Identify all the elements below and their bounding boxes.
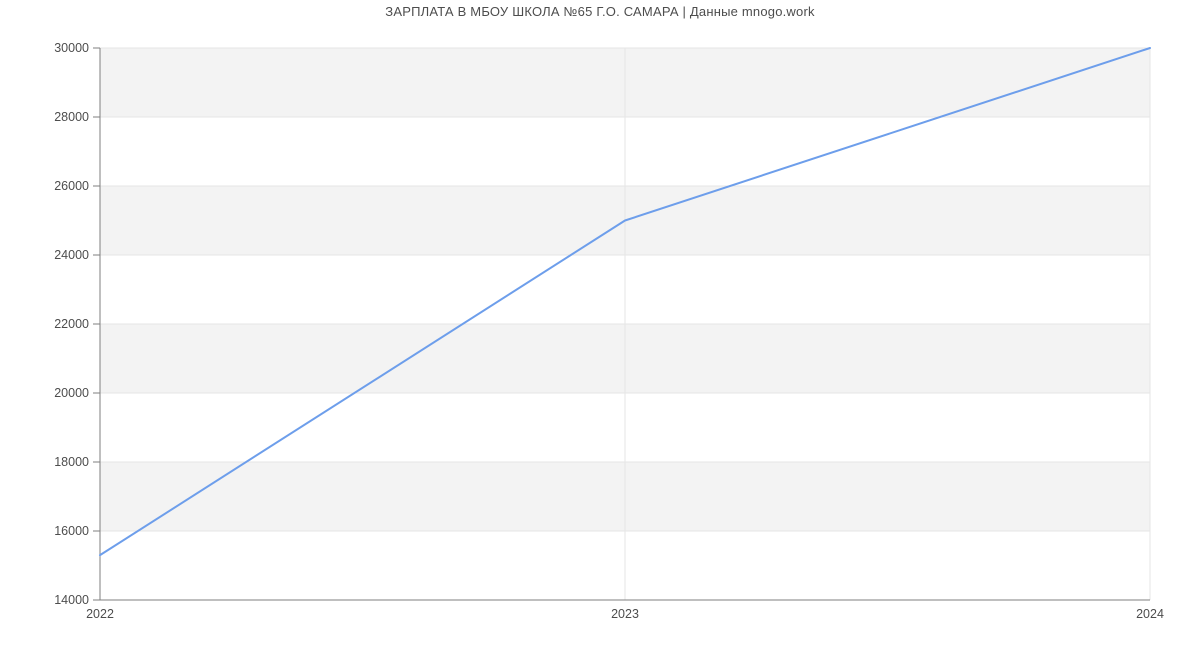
y-tick-label: 16000 [54, 524, 89, 538]
salary-line [99, 47, 1151, 557]
y-tick-label: 14000 [54, 593, 89, 607]
x-tick-label: 2024 [1136, 607, 1164, 621]
y-tick-label: 22000 [54, 317, 89, 331]
y-tick-label: 30000 [54, 41, 89, 55]
x-tick-label: 2023 [611, 607, 639, 621]
y-tick-label: 28000 [54, 110, 89, 124]
y-tick-label: 26000 [54, 179, 89, 193]
y-tick-label: 24000 [54, 248, 89, 262]
y-tick-label: 20000 [54, 386, 89, 400]
x-tick-label: 2022 [86, 607, 114, 621]
y-tick-label: 18000 [54, 455, 89, 469]
chart-title: ЗАРПЛАТА В МБОУ ШКОЛА №65 Г.О. САМАРА | … [385, 4, 815, 19]
